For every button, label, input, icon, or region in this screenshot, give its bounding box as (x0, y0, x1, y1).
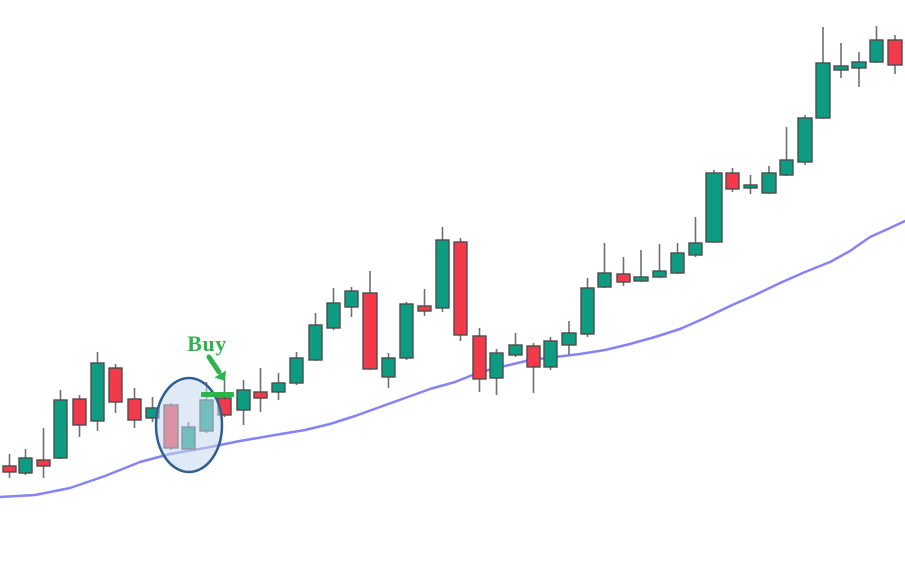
candle-body-43 (761, 172, 777, 194)
candle-body-36 (633, 276, 649, 282)
entry-level-bar (201, 392, 234, 397)
candle-body-28 (489, 352, 504, 379)
candle-body-22 (381, 357, 396, 378)
candle-body-32 (561, 332, 577, 346)
candle-body-19 (326, 302, 341, 329)
candle-body-40 (705, 172, 723, 243)
candle-body-34 (597, 272, 612, 288)
buy-arrow-shaft (206, 354, 222, 375)
candle-body-21 (362, 292, 378, 370)
buy-arrow-head-icon (214, 370, 226, 381)
buy-annotation-label: Buy (187, 331, 227, 356)
candle-body-30 (526, 345, 541, 368)
candle-body-44 (779, 159, 794, 176)
candle-body-24 (417, 305, 432, 312)
candle-body-39 (688, 242, 703, 256)
candle-body-33 (580, 287, 595, 335)
candle-body-38 (670, 252, 685, 274)
candle-body-2 (18, 457, 33, 474)
candle-body-14 (236, 389, 251, 411)
candle-body-41 (725, 172, 740, 190)
candle-body-31 (543, 340, 558, 368)
candle-body-25 (435, 239, 450, 309)
candle-body-20 (344, 290, 359, 308)
candle-body-7 (108, 367, 123, 403)
candle-body-47 (833, 65, 849, 71)
candle-body-26 (453, 241, 468, 336)
candle-body-5 (72, 398, 87, 426)
candle-body-50 (887, 39, 903, 66)
candle-body-42 (743, 184, 758, 189)
candle-body-8 (127, 398, 142, 421)
ma-line (0, 219, 905, 499)
candle-body-4 (53, 399, 68, 459)
candle-body-1 (2, 465, 17, 473)
candle-body-17 (289, 357, 304, 384)
candle-body-49 (869, 39, 884, 63)
highlight-ellipse (154, 376, 224, 474)
candle-body-3 (36, 459, 51, 467)
candle-body-15 (253, 391, 268, 399)
candle-body-23 (399, 303, 414, 359)
candle-body-29 (508, 344, 523, 356)
candle-body-46 (815, 62, 831, 119)
candle-body-37 (652, 270, 667, 278)
candle-body-45 (797, 117, 813, 163)
candle-body-27 (472, 335, 487, 380)
candle-body-16 (271, 382, 286, 393)
candle-body-35 (616, 273, 631, 283)
candle-body-18 (308, 324, 323, 361)
candle-body-6 (90, 362, 105, 422)
candle-body-48 (851, 61, 867, 69)
